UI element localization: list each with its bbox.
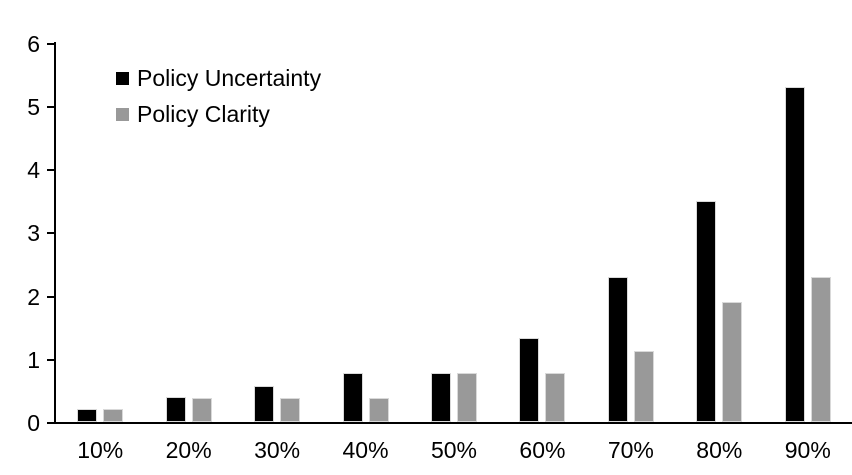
bar-policy-uncertainty-90%	[784, 87, 805, 422]
y-tick-label-5: 5	[27, 94, 40, 120]
bar-policy-uncertainty-80%	[696, 200, 717, 422]
legend-item-policy-clarity: Policy Clarity	[116, 100, 321, 128]
x-tick-label-60%: 60%	[519, 437, 566, 463]
bar-policy-clarity-70%	[633, 350, 654, 422]
x-tick-label-90%: 90%	[784, 437, 831, 463]
x-tick-label-70%: 70%	[607, 437, 654, 463]
x-tick-label-20%: 20%	[165, 437, 212, 463]
y-tick-label-0: 0	[27, 410, 40, 436]
y-tick-label-2: 2	[27, 283, 40, 310]
y-tick-label-1: 1	[27, 346, 40, 373]
y-tick-6	[47, 42, 55, 45]
bar-policy-clarity-10%	[103, 409, 124, 422]
bar-policy-clarity-40%	[368, 397, 389, 422]
y-tick-2	[47, 295, 55, 298]
legend-item-policy-uncertainty: Policy Uncertainty	[116, 64, 321, 92]
legend-label-policy-uncertainty: Policy Uncertainty	[137, 64, 322, 91]
legend-swatch-policy-uncertainty	[116, 71, 129, 85]
bar-policy-clarity-30%	[280, 397, 301, 422]
bar-policy-uncertainty-50%	[431, 372, 451, 422]
x-tick-label-40%: 40%	[342, 437, 389, 463]
y-tick-4	[47, 169, 55, 172]
bar-policy-clarity-20%	[191, 397, 212, 422]
bar-policy-uncertainty-10%	[77, 409, 98, 422]
y-tick-3	[47, 232, 55, 235]
y-axis-line	[54, 42, 56, 423]
y-tick-5	[47, 106, 55, 108]
bar-policy-clarity-60%	[545, 373, 566, 422]
x-tick-label-50%: 50%	[430, 437, 478, 463]
bar-policy-clarity-80%	[722, 301, 743, 422]
bar-policy-uncertainty-60%	[519, 337, 540, 422]
legend-swatch-policy-clarity	[116, 107, 129, 121]
bar-policy-uncertainty-70%	[607, 276, 628, 422]
y-tick-label-4: 4	[27, 157, 40, 184]
bar-policy-clarity-50%	[457, 373, 477, 422]
bar-policy-clarity-90%	[810, 276, 831, 422]
x-tick-label-10%: 10%	[77, 437, 124, 463]
bar-policy-uncertainty-40%	[342, 373, 363, 422]
y-tick-1	[47, 358, 55, 361]
legend: Policy Uncertainty Policy Clarity	[116, 64, 321, 136]
legend-label-policy-clarity: Policy Clarity	[137, 100, 270, 127]
y-tick-label-3: 3	[27, 220, 40, 247]
x-axis-line	[54, 422, 852, 424]
bar-policy-uncertainty-20%	[165, 396, 186, 422]
bar-policy-uncertainty-30%	[254, 385, 275, 422]
x-tick-label-30%: 30%	[254, 437, 301, 463]
x-tick-label-80%: 80%	[696, 437, 743, 463]
y-tick-0	[47, 422, 55, 424]
y-tick-label-6: 6	[27, 30, 40, 57]
